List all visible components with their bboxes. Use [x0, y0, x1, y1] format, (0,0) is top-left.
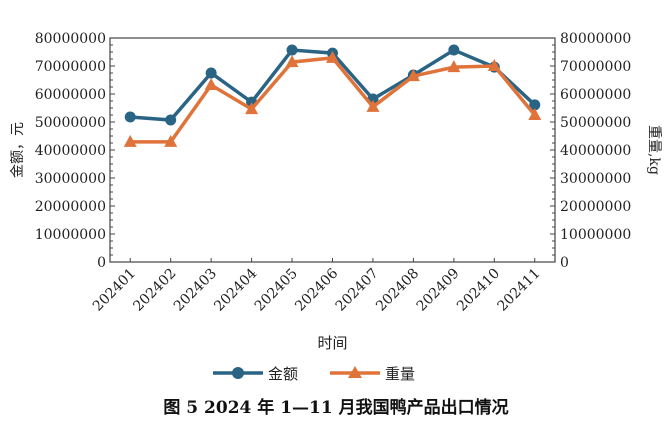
- y2-tick-label: 50000000: [560, 115, 631, 131]
- data-point: [124, 111, 136, 123]
- x-tick-label: 202405: [252, 266, 301, 315]
- data-point: [205, 67, 217, 79]
- data-point: [447, 60, 461, 73]
- y-axis-title: 金额，元: [10, 122, 26, 178]
- y2-tick-label: 60000000: [560, 87, 631, 103]
- y-tick-label: 70000000: [35, 59, 106, 75]
- y-tick-label: 10000000: [35, 227, 106, 243]
- y-tick-label: 80000000: [35, 31, 106, 47]
- y2-tick-label: 70000000: [560, 59, 631, 75]
- y-tick-label: 60000000: [35, 87, 106, 103]
- y2-tick-label: 40000000: [560, 143, 631, 159]
- x-tick-label: 202411: [494, 266, 543, 315]
- y2-tick-label: 10000000: [560, 227, 631, 243]
- legend-label: 重量: [385, 365, 415, 383]
- x-tick-label: 202409: [414, 266, 463, 315]
- x-tick-label: 202406: [292, 265, 341, 314]
- x-tick-label: 202402: [130, 266, 179, 315]
- data-point: [286, 44, 298, 56]
- x-tick-label: 202410: [454, 266, 503, 315]
- data-point: [406, 69, 420, 82]
- data-point: [487, 59, 501, 71]
- data-point: [245, 102, 259, 115]
- x-tick-label: 202404: [211, 265, 260, 314]
- y2-axis-title: 重量,kg: [646, 125, 662, 175]
- y-tick-label: 30000000: [35, 171, 106, 187]
- y2-tick-label: 20000000: [560, 199, 631, 215]
- series-line-重量: [130, 56, 537, 144]
- y2-tick-label: 80000000: [560, 31, 631, 47]
- y2-tick-label: 0: [560, 255, 569, 271]
- x-tick-label: 202401: [90, 266, 139, 315]
- data-point: [528, 108, 542, 120]
- data-point: [204, 78, 218, 91]
- data-point: [165, 114, 177, 126]
- data-point: [326, 50, 339, 63]
- legend-marker: [348, 366, 362, 378]
- y-tick-label: 50000000: [35, 115, 106, 131]
- legend-marker: [232, 367, 244, 379]
- data-point: [285, 55, 299, 68]
- x-tick-label: 202407: [333, 266, 382, 315]
- x-tick-label: 202408: [373, 266, 422, 315]
- y-tick-label: 0: [97, 255, 106, 271]
- data-point: [366, 99, 380, 112]
- y-tick-label: 40000000: [35, 143, 106, 159]
- y-tick-label: 20000000: [35, 199, 106, 215]
- data-point: [529, 99, 541, 111]
- x-tick-label: 202403: [171, 266, 220, 315]
- data-point: [164, 134, 178, 147]
- data-point: [448, 44, 460, 56]
- figure-caption: 图 5 2024 年 1—11 月我国鸭产品出口情况: [163, 397, 508, 418]
- data-point: [123, 134, 137, 147]
- plot-frame: [109, 37, 556, 263]
- x-axis-title: 时间: [317, 334, 347, 352]
- legend-label: 金额: [268, 365, 298, 383]
- y2-tick-label: 30000000: [560, 171, 631, 187]
